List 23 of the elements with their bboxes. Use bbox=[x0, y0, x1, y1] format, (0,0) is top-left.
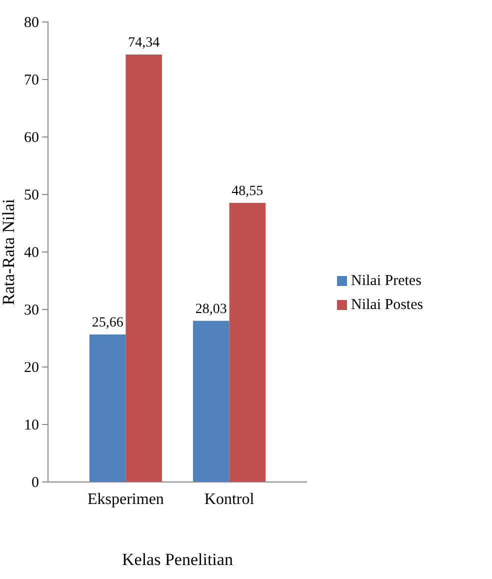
y-tick-label: 50 bbox=[24, 187, 39, 204]
legend-label: Nilai Pretes bbox=[351, 273, 422, 289]
y-tick-label: 60 bbox=[24, 130, 39, 146]
y-tick-label: 30 bbox=[24, 302, 39, 318]
legend-label: Nilai Postes bbox=[351, 297, 424, 313]
bar bbox=[193, 320, 230, 482]
y-tick-label: 40 bbox=[24, 244, 39, 261]
data-label: 25,66 bbox=[92, 315, 124, 330]
x-tick-label: Eksperimen bbox=[87, 491, 164, 508]
y-tick-label: 20 bbox=[24, 360, 39, 376]
x-tick-label: Kontrol bbox=[204, 491, 255, 508]
x-axis-title: Kelas Penelitian bbox=[122, 550, 234, 569]
y-tick-label: 80 bbox=[24, 14, 39, 31]
y-axis-title: Rata-Rata Nilai bbox=[0, 198, 18, 306]
data-label: 28,03 bbox=[195, 302, 227, 317]
y-tick-label: 10 bbox=[24, 417, 39, 434]
bar bbox=[229, 202, 266, 482]
y-tick-label: 70 bbox=[24, 72, 39, 88]
data-label: 48,55 bbox=[232, 184, 264, 199]
data-label: 74,34 bbox=[128, 36, 160, 51]
y-tick-label: 0 bbox=[32, 474, 39, 491]
bar bbox=[126, 54, 162, 482]
bar bbox=[89, 334, 126, 482]
